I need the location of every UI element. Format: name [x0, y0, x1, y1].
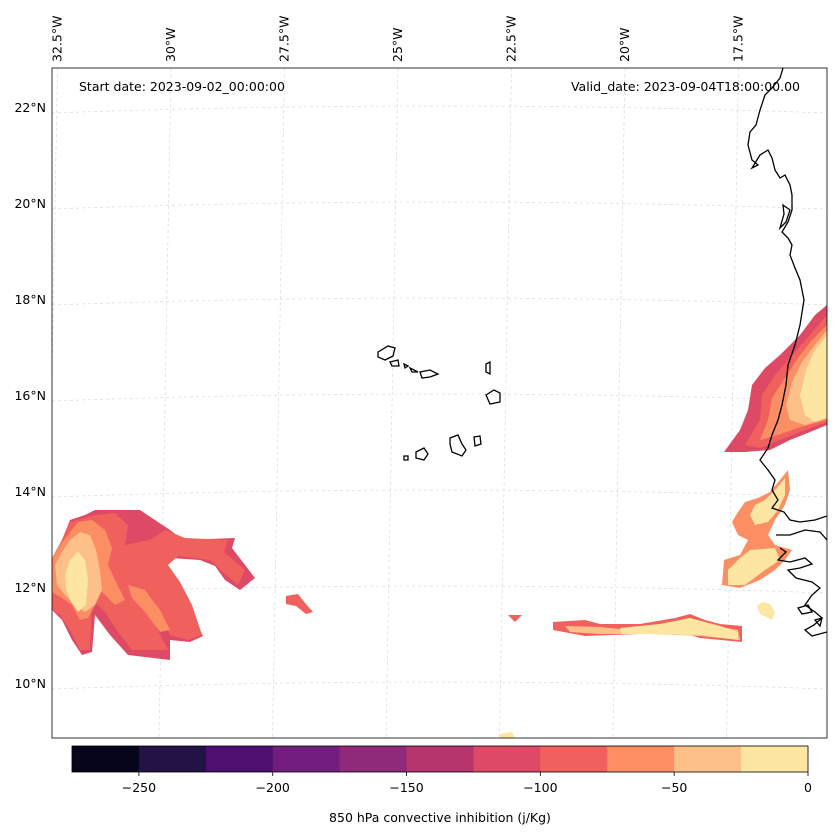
- cin-blob-bottom: [500, 732, 515, 738]
- cin-blob-guinea: [757, 602, 775, 620]
- parallel-line: [52, 105, 827, 114]
- island-brava: [403, 455, 409, 461]
- cin-blob-center: [508, 615, 522, 622]
- latitude-tick-label: 16°N: [14, 388, 46, 403]
- colorbar-tick-label: −50: [661, 780, 687, 795]
- cin-region-west-arm: [128, 585, 170, 632]
- colorbar-tick-label: −150: [389, 780, 423, 795]
- colorbar-label: 850 hPa convective inhibition (j/Kg): [329, 810, 551, 825]
- latitude-tick-label: 12°N: [14, 580, 46, 595]
- parallel-line: [52, 393, 827, 402]
- latitude-tick-label: 20°N: [14, 196, 46, 211]
- colorbar-tick-label: −250: [122, 780, 156, 795]
- colorbar-segment: [540, 746, 608, 772]
- colorbar-segment: [339, 746, 408, 772]
- longitude-tick-label: 17.5°W: [731, 16, 746, 62]
- colorbar-segment: [138, 746, 207, 772]
- latitude-tick-label: 14°N: [14, 484, 46, 499]
- colorbar-segment: [674, 746, 742, 772]
- colorbar-segment: [741, 746, 809, 772]
- bijagos-islands: [796, 604, 823, 628]
- longitude-tick-label: 30°W: [163, 27, 178, 62]
- longitude-tick-label: 22.5°W: [504, 16, 519, 62]
- colorbar-segment: [272, 746, 341, 772]
- longitude-tick-label: 27.5°W: [277, 16, 292, 62]
- island-santo-antao: [377, 345, 396, 361]
- island-boa-vista: [485, 389, 501, 405]
- colorbar-tick-label: 0: [804, 780, 812, 795]
- parallel-line: [52, 297, 827, 306]
- start-date-annotation: Start date: 2023-09-02_00:00:00: [79, 79, 285, 94]
- island-maio: [473, 435, 482, 447]
- island-sao-nicolau: [408, 366, 440, 379]
- colorbar: [71, 745, 809, 773]
- island-fogo: [415, 447, 429, 461]
- meridian-line: [499, 68, 512, 738]
- island-sao-vicente: [389, 359, 400, 367]
- cin-blob-mid-west: [286, 594, 313, 614]
- latitude-tick-label: 18°N: [14, 292, 46, 307]
- cin-region-west-core: [65, 552, 88, 612]
- longitude-labels: 32.5°W 30°W 27.5°W 25°W 22.5°W 20°W 17.5°W: [50, 16, 746, 62]
- parallel-line: [52, 201, 827, 210]
- colorbar-segment: [473, 746, 541, 772]
- colorbar-ticks: −250 −200 −150 −100 −50 0: [122, 772, 812, 795]
- colorbar-segment: [205, 746, 274, 772]
- island-sal: [485, 360, 491, 376]
- longitude-tick-label: 32.5°W: [50, 16, 65, 62]
- colorbar-segment: [406, 746, 474, 772]
- cin-region-east-core: [800, 335, 827, 422]
- colorbar-segment: [607, 746, 675, 772]
- cin-contours: [52, 305, 827, 738]
- meridian-line: [385, 68, 399, 738]
- senegal-estuary: [778, 203, 791, 231]
- africa-coastline-south: [776, 547, 827, 637]
- island-santa-luzia: [403, 362, 410, 370]
- parallel-line: [52, 489, 827, 498]
- latitude-tick-label: 10°N: [14, 676, 46, 691]
- africa-coastline: [747, 68, 827, 523]
- colorbar-tick-label: −100: [523, 780, 557, 795]
- coastlines: [377, 68, 827, 637]
- longitude-tick-label: 20°W: [617, 27, 632, 62]
- cin-region-senegal-core: [728, 478, 785, 585]
- latitude-tick-label: 22°N: [14, 100, 46, 115]
- colorbar-frame: [71, 745, 809, 773]
- gambia-river: [776, 529, 827, 541]
- colorbar-tick-label: −200: [256, 780, 290, 795]
- parallel-line: [52, 681, 827, 690]
- map-frame: [51, 67, 828, 739]
- cin-band-south-core: [620, 618, 738, 640]
- valid-date-annotation: Valid_date: 2023-09-04T18:00:00.00: [571, 79, 800, 94]
- colorbar-segment: [72, 746, 140, 772]
- meridian-line: [272, 68, 285, 738]
- latitude-labels: 22°N 20°N 18°N 16°N 14°N 12°N 10°N: [14, 100, 46, 691]
- longitude-tick-label: 25°W: [390, 27, 405, 62]
- island-santiago: [449, 434, 467, 457]
